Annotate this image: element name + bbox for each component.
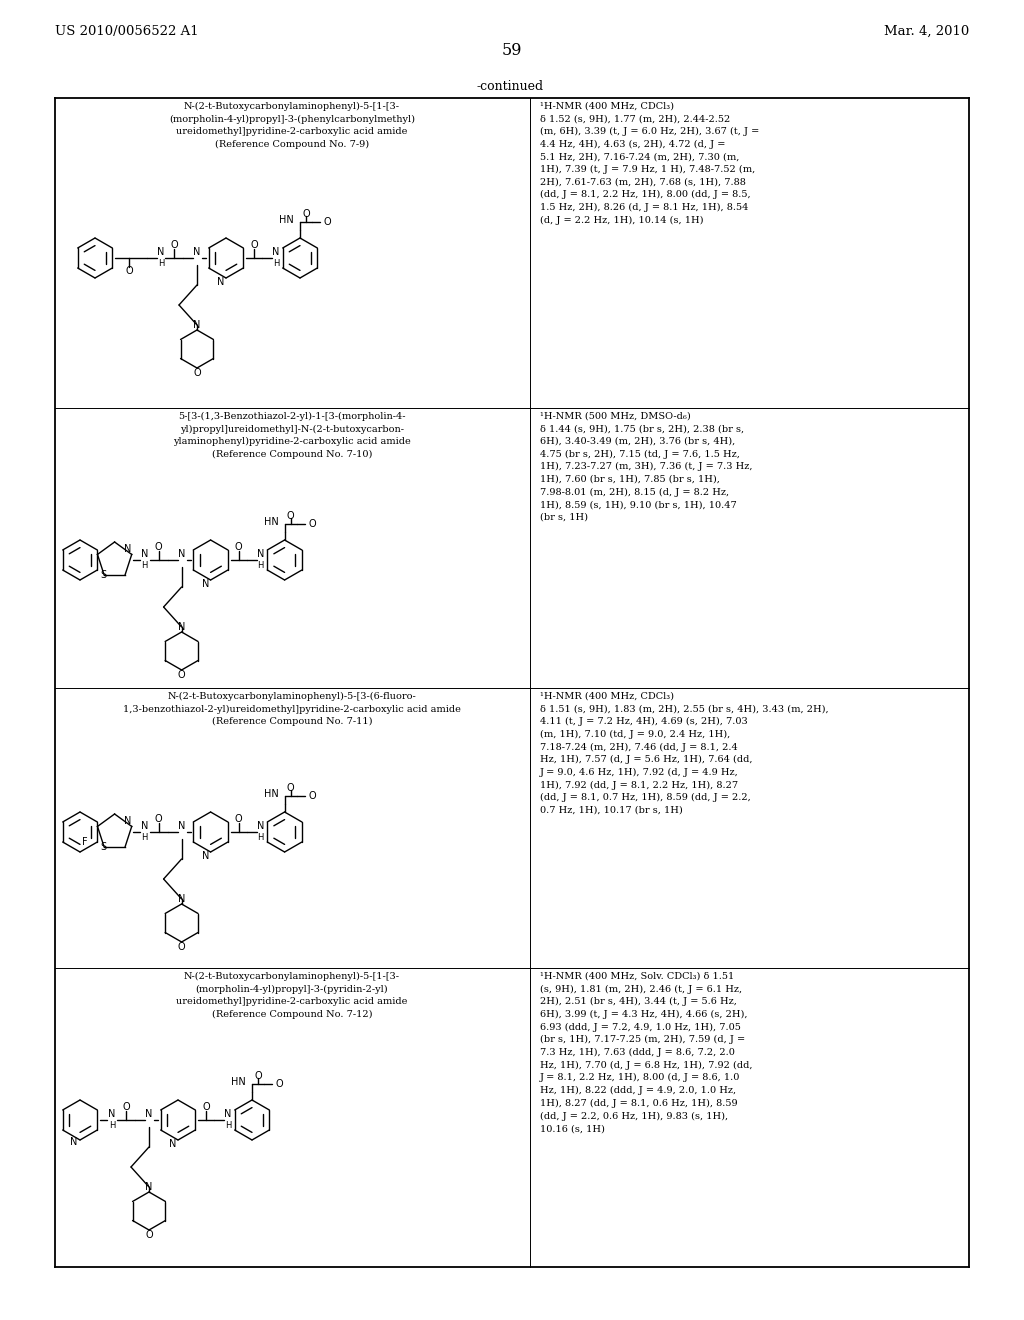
- Text: O: O: [178, 942, 185, 952]
- Text: O: O: [202, 1102, 210, 1111]
- Text: N: N: [178, 622, 185, 632]
- Text: US 2010/0056522 A1: US 2010/0056522 A1: [55, 25, 199, 38]
- Text: N: N: [202, 851, 209, 861]
- Text: O: O: [122, 1102, 130, 1111]
- Text: N: N: [169, 1139, 177, 1148]
- Text: O: O: [234, 814, 243, 824]
- Text: N: N: [141, 821, 148, 832]
- Text: H: H: [158, 260, 164, 268]
- Text: H: H: [272, 260, 280, 268]
- Text: N: N: [178, 894, 185, 904]
- Text: H: H: [141, 833, 147, 842]
- Text: O: O: [155, 814, 163, 824]
- Text: N: N: [178, 549, 185, 558]
- Text: ¹H-NMR (400 MHz, CDCl₃)
δ 1.52 (s, 9H), 1.77 (m, 2H), 2.44-2.52
(m, 6H), 3.39 (t: ¹H-NMR (400 MHz, CDCl₃) δ 1.52 (s, 9H), …: [540, 102, 759, 224]
- Text: ¹H-NMR (500 MHz, DMSO-d₆)
δ 1.44 (s, 9H), 1.75 (br s, 2H), 2.38 (br s,
6H), 3.40: ¹H-NMR (500 MHz, DMSO-d₆) δ 1.44 (s, 9H)…: [540, 412, 753, 521]
- Text: H: H: [257, 833, 264, 842]
- Text: 59: 59: [502, 42, 522, 59]
- Text: O: O: [324, 216, 332, 227]
- Text: H: H: [141, 561, 147, 570]
- Text: S: S: [100, 570, 106, 579]
- Text: N: N: [257, 821, 264, 832]
- Text: ¹H-NMR (400 MHz, CDCl₃)
δ 1.51 (s, 9H), 1.83 (m, 2H), 2.55 (br s, 4H), 3.43 (m, : ¹H-NMR (400 MHz, CDCl₃) δ 1.51 (s, 9H), …: [540, 692, 828, 814]
- Text: O: O: [254, 1071, 262, 1081]
- Text: O: O: [302, 209, 310, 219]
- Text: N: N: [194, 247, 201, 257]
- Text: O: O: [308, 519, 316, 529]
- Text: O: O: [170, 240, 178, 249]
- Text: O: O: [194, 368, 201, 378]
- Text: N: N: [178, 821, 185, 832]
- Text: O: O: [287, 783, 295, 793]
- Text: Mar. 4, 2010: Mar. 4, 2010: [884, 25, 969, 38]
- Text: O: O: [308, 791, 316, 801]
- Text: O: O: [276, 1078, 284, 1089]
- Text: HN: HN: [280, 215, 294, 224]
- Text: N: N: [202, 579, 209, 589]
- Text: F: F: [82, 837, 87, 847]
- Text: N: N: [145, 1181, 153, 1192]
- Text: 5-[3-(1,3-Benzothiazol-2-yl)-1-[3-(morpholin-4-
yl)propyl]ureidomethyl]-N-(2-t-b: 5-[3-(1,3-Benzothiazol-2-yl)-1-[3-(morph…: [173, 412, 411, 459]
- Text: N-(2-t-Butoxycarbonylaminophenyl)-5-[1-[3-
(morpholin-4-yl)propyl]-3-(phenylcarb: N-(2-t-Butoxycarbonylaminophenyl)-5-[1-[…: [169, 102, 415, 149]
- Text: H: H: [225, 1122, 231, 1130]
- Text: O: O: [155, 543, 163, 552]
- Text: O: O: [234, 543, 243, 552]
- Text: ¹H-NMR (400 MHz, Solv. CDCl₃) δ 1.51
(s, 9H), 1.81 (m, 2H), 2.46 (t, J = 6.1 Hz,: ¹H-NMR (400 MHz, Solv. CDCl₃) δ 1.51 (s,…: [540, 972, 753, 1133]
- Text: N: N: [109, 1109, 116, 1119]
- Text: N: N: [141, 549, 148, 558]
- Text: O: O: [250, 240, 258, 249]
- Text: O: O: [287, 511, 295, 521]
- Text: N: N: [124, 544, 131, 554]
- Text: H: H: [257, 561, 264, 570]
- Text: N: N: [224, 1109, 231, 1119]
- Text: N: N: [217, 277, 224, 286]
- Text: N: N: [145, 1109, 153, 1119]
- Text: N: N: [194, 319, 201, 330]
- Text: O: O: [145, 1230, 153, 1239]
- Text: -continued: -continued: [476, 81, 544, 92]
- Text: N: N: [158, 247, 165, 257]
- Text: N: N: [272, 247, 280, 257]
- Text: N: N: [71, 1137, 78, 1147]
- Text: S: S: [100, 842, 106, 851]
- Text: HN: HN: [264, 789, 279, 799]
- Text: N: N: [257, 549, 264, 558]
- Text: N: N: [124, 816, 131, 826]
- Text: N-(2-t-Butoxycarbonylaminophenyl)-5-[3-(6-fluoro-
1,3-benzothiazol-2-yl)ureidome: N-(2-t-Butoxycarbonylaminophenyl)-5-[3-(…: [123, 692, 461, 726]
- Text: HN: HN: [264, 517, 279, 527]
- Text: O: O: [125, 267, 133, 276]
- Text: HN: HN: [231, 1077, 246, 1086]
- Text: H: H: [109, 1122, 115, 1130]
- Text: N-(2-t-Butoxycarbonylaminophenyl)-5-[1-[3-
(morpholin-4-yl)propyl]-3-(pyridin-2-: N-(2-t-Butoxycarbonylaminophenyl)-5-[1-[…: [176, 972, 408, 1019]
- Text: O: O: [178, 671, 185, 680]
